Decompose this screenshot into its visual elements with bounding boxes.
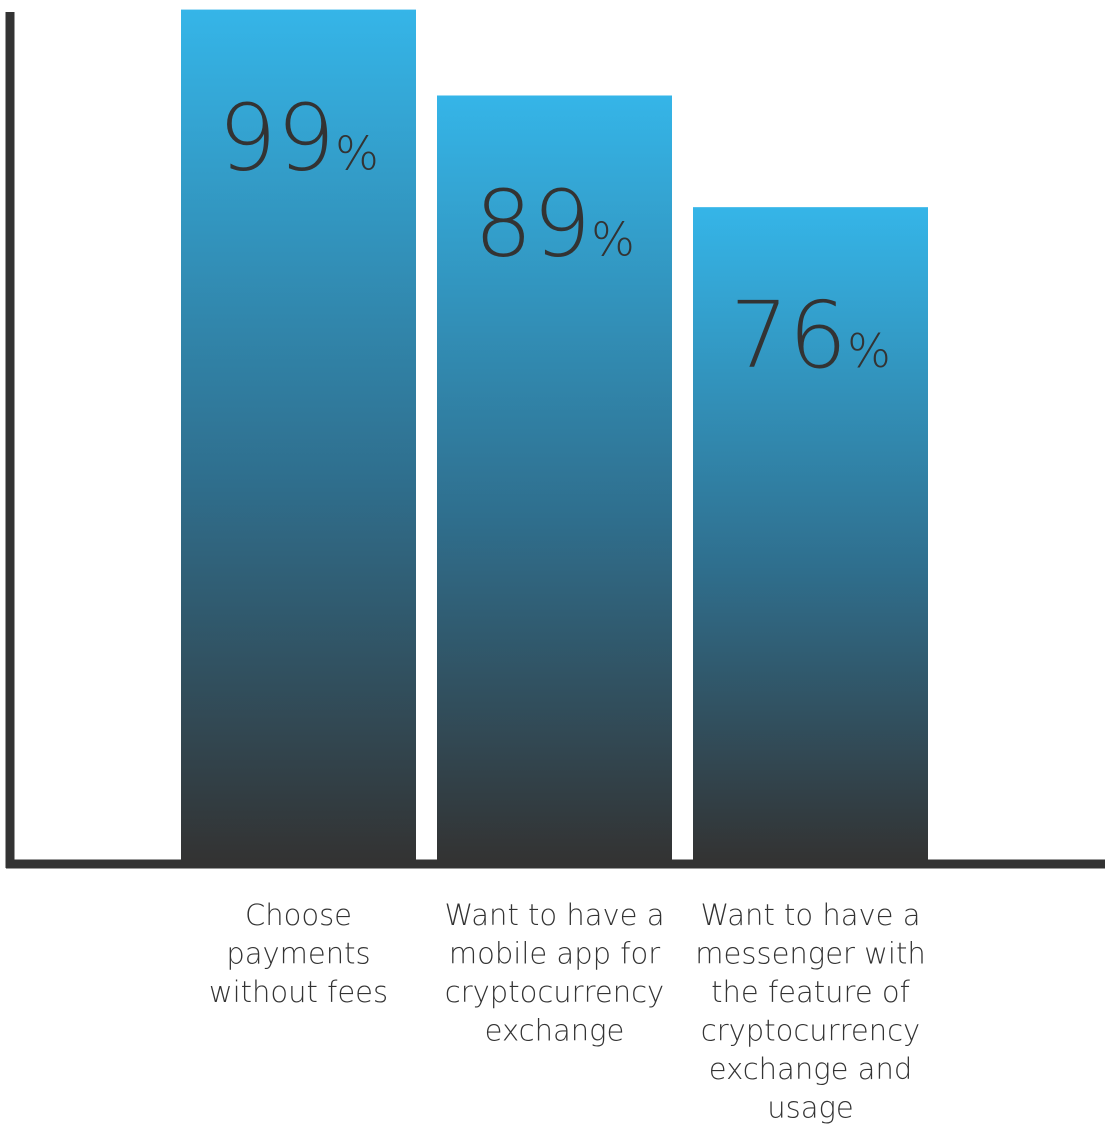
- category-label-3-line-5: exchange and: [709, 1052, 912, 1086]
- category-label-3-line-3: the feature of: [711, 975, 910, 1009]
- value-number-2: 89: [474, 170, 591, 277]
- category-label-2: Want to have a mobile app for cryptocurren…: [444, 898, 664, 1048]
- category-label-3: Want to have a messenger with the feature …: [695, 898, 925, 1125]
- value-label-1: 99%: [218, 85, 379, 192]
- axes-layer: [5, 12, 1105, 869]
- category-label-1-line-3: without fees: [209, 975, 388, 1009]
- value-number-1: 99: [218, 85, 335, 192]
- value-unit-1: %: [335, 127, 379, 181]
- value-label-2: 89%: [474, 170, 635, 277]
- category-label-2-line-2: mobile app for: [449, 937, 660, 971]
- category-label-3-line-2: messenger with: [695, 937, 925, 971]
- bars-layer: [181, 9, 928, 861]
- category-label-2-line-4: exchange: [485, 1014, 625, 1048]
- category-label-1: Choose payments without fees: [209, 898, 388, 1009]
- bar-1: [181, 9, 416, 860]
- value-label-3: 76%: [730, 282, 891, 389]
- category-label-2-line-3: cryptocurrency: [445, 975, 664, 1009]
- value-unit-3: %: [847, 324, 891, 378]
- value-number-3: 76: [730, 282, 847, 389]
- labels-layer: 99% Choose payments without fees 89% Want to …: [209, 85, 926, 1125]
- bar-2: [437, 95, 672, 861]
- category-label-1-line-1: Choose: [245, 898, 352, 932]
- bar-3: [693, 207, 928, 860]
- category-label-3-line-4: cryptocurrency: [701, 1014, 920, 1048]
- category-label-3-line-1: Want to have a: [700, 898, 920, 932]
- value-unit-2: %: [591, 212, 635, 266]
- category-label-2-line-1: Want to have a: [444, 898, 664, 932]
- category-label-1-line-2: payments: [226, 937, 370, 971]
- category-label-3-line-6: usage: [767, 1091, 854, 1125]
